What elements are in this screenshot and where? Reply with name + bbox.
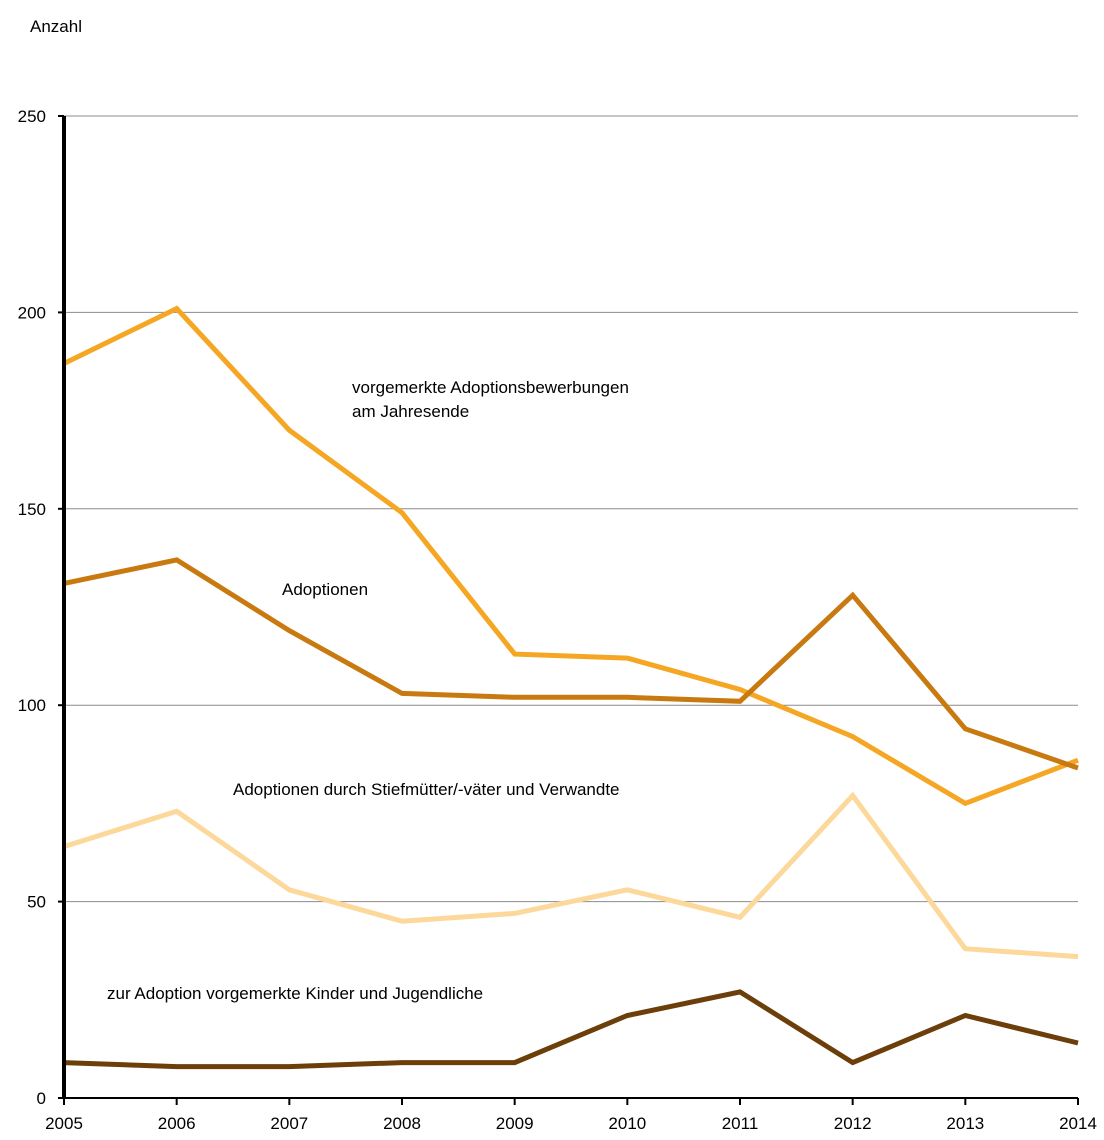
series-labels: vorgemerkte Adoptionsbewerbungen am Jahre…	[107, 378, 629, 1003]
tick-labels: 0 50 100 150 200 250 2005 2006 2007 2008 2009 2010 2…	[18, 107, 1097, 1133]
axes	[58, 115, 1079, 1105]
y-tick-label: 0	[37, 1089, 46, 1108]
y-tick-label: 100	[18, 696, 46, 715]
series-line-2	[63, 557, 1079, 771]
x-tick-label: 2005	[45, 1114, 83, 1133]
x-tick-label: 2009	[496, 1114, 534, 1133]
series-line-3	[63, 791, 1079, 960]
x-tick-label: 2008	[383, 1114, 421, 1133]
x-tick-label: 2007	[270, 1114, 308, 1133]
series-lines	[62, 305, 1079, 1070]
series-label: vorgemerkte Adoptionsbewerbungen	[352, 378, 629, 397]
series-line-1	[62, 305, 1079, 807]
series-label: am Jahresende	[352, 402, 469, 421]
series-label: Adoptionen durch Stiefmütter/-väter und …	[233, 780, 620, 799]
y-axis-title: Anzahl	[30, 17, 82, 36]
y-tick-label: 200	[18, 303, 46, 322]
y-tick-label: 150	[18, 500, 46, 519]
x-tick-label: 2006	[158, 1114, 196, 1133]
series-line-4	[63, 989, 1079, 1070]
x-tick-label: 2012	[834, 1114, 872, 1133]
x-tick-label: 2014	[1059, 1114, 1097, 1133]
gridlines	[64, 115, 1078, 903]
x-tick-label: 2011	[722, 1114, 759, 1133]
series-label: zur Adoption vorgemerkte Kinder und Juge…	[107, 984, 483, 1003]
x-tick-label: 2010	[608, 1114, 646, 1133]
y-tick-label: 250	[18, 107, 46, 126]
series-label: Adoptionen	[282, 580, 368, 599]
x-tick-label: 2013	[946, 1114, 984, 1133]
y-tick-label: 50	[27, 893, 46, 912]
